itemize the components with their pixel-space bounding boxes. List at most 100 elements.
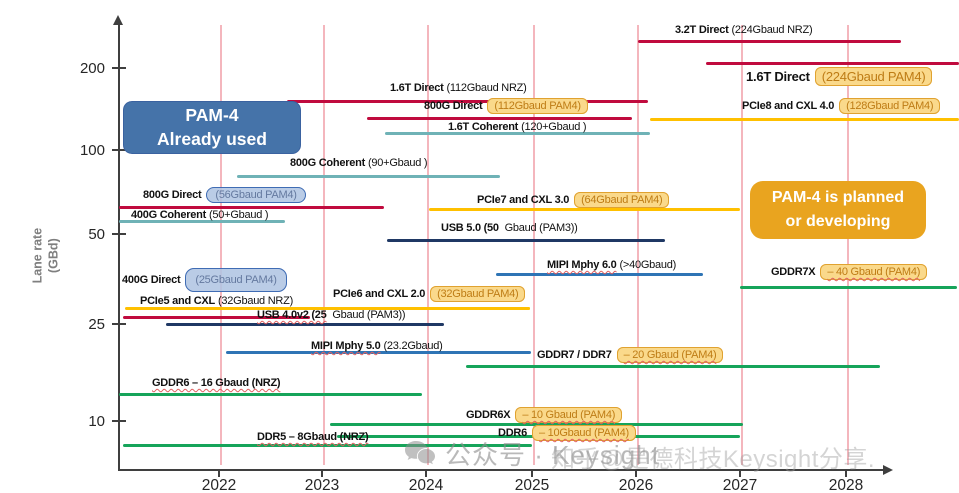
series-line-gddr6x [330,423,743,426]
series-line-gddr7x [740,286,957,289]
series-name-t16-direct-112g-nrz: 1.6T Direct [390,82,444,94]
series-line-gddr7-ddr7 [466,365,880,368]
series-label-t16-coherent: 1.6T Coherent (120+Gbaud ) [448,121,587,134]
year-gridline-2027 [741,25,743,465]
year-gridline-2023 [323,25,325,465]
series-value-s400-direct-25g-pam4: (25Gbaud PAM4) [185,268,287,292]
series-value-s800-direct-56g-pam4: (56Gbaud PAM4) [206,187,306,203]
series-value-s400-coherent: (50+Gbaud ) [209,209,269,221]
series-value-usb5: Gbaud (PAM3)) [501,222,578,234]
x-tick-mark-2028 [845,470,847,477]
x-tick-mark-2026 [635,470,637,477]
series-name-s800-coherent: 800G Coherent [290,157,365,169]
series-label-gddr7x: GDDR7X – 40 Gbaud (PAM4) [771,264,928,280]
year-gridline-2028 [847,25,849,465]
series-name-s800-direct-112g-pam4: 800G Direct [424,100,483,112]
series-name-t16-coherent: 1.6T Coherent [448,121,519,133]
callout-planned-line1: PAM-4 is planned [771,189,905,206]
series-line-mipi-mphy-5 [226,351,531,354]
series-label-mipi-mphy-5: MIPI Mphy 5.0 (23.2Gbaud) [311,340,443,353]
series-line-mipi-mphy-6 [496,273,703,276]
x-tick-mark-2025 [531,470,533,477]
series-line-usb5 [387,239,665,242]
year-gridline-2025 [533,25,535,465]
x-axis-arrow [883,465,893,475]
y-tick-mark-50 [112,233,126,235]
series-label-s800-direct-112g-pam4: 800G Direct (112Gbaud PAM4) [424,98,588,114]
series-line-pcie8-cxl40 [650,118,959,121]
y-tick-label-100: 100 [79,142,105,159]
series-name-gddr7x: GDDR7X [771,266,816,278]
series-line-t16-coherent [385,132,650,135]
series-name-pcie6-cxl20: PCIe6 and CXL 2.0 [333,288,426,300]
series-line-t16-direct-112g-nrz [287,100,648,103]
series-value-mipi-mphy-6: (>40Gbaud) [619,259,677,271]
series-name-ddr6: DDR6 [498,427,527,439]
series-label-usb5: USB 5.0 (50 Gbaud (PAM3)) [441,222,578,235]
series-value-pcie6-cxl20: (32Gbaud PAM4) [430,286,526,302]
series-value-ddr6: – 10Gbaud (PAM4) [531,425,636,441]
series-value-mipi-mphy-5: (23.2Gbaud) [383,340,443,352]
series-label-ddr6: DDR6 – 10Gbaud (PAM4) [498,425,636,441]
series-value-gddr7x: – 40 Gbaud (PAM4) [820,264,928,280]
y-tick-label-10: 10 [88,413,105,430]
y-tick-label-50: 50 [88,226,105,243]
series-label-t16-direct-224g-pam4: 1.6T Direct (224Gbaud PAM4) [746,67,933,86]
series-name-ddr5: DDR5 – 8Gbaud (NRZ) [257,431,369,443]
y-tick-mark-10 [112,420,126,422]
x-tick-mark-2023 [321,470,323,477]
series-value-pcie5-cxl: (32Gbaud NRZ) [218,295,294,307]
series-line-t16-direct-224g-pam4 [706,62,959,65]
year-gridline-2024 [427,25,429,465]
series-line-s800-coherent [237,175,500,178]
y-axis-title-line2: (GBd) [46,238,60,273]
y-axis-title: Lane rate (GBd) [30,196,61,316]
x-tick-label-2028: 2028 [828,477,864,493]
series-line-ddr5 [123,444,532,447]
year-gridline-2022 [220,25,222,465]
series-label-s800-direct-56g-pam4: 800G Direct (56Gbaud PAM4) [143,187,306,203]
series-name-mipi-mphy-6: MIPI Mphy 6.0 [547,259,617,271]
series-label-mipi-mphy-6: MIPI Mphy 6.0 (>40Gbaud) [547,259,676,272]
callout-used-line1: PAM-4 [185,104,239,125]
series-line-s400-coherent [119,220,285,223]
series-label-ddr5: DDR5 – 8Gbaud (NRZ) [257,431,369,444]
y-tick-label-25: 25 [88,316,105,333]
x-tick-mark-2024 [425,470,427,477]
series-name-s400-direct-25g-pam4: 400G Direct [122,274,181,286]
series-value-usb4v2: Gbaud (PAM3)) [329,309,406,321]
series-label-usb4v2: USB 4.0v2 (25 Gbaud (PAM3)) [257,309,406,322]
series-line-s800-direct-56g-pam4 [119,206,384,209]
callout-used-line2: Already used [157,128,267,149]
x-tick-label-2024: 2024 [408,477,444,493]
y-tick-label-200: 200 [79,60,105,77]
callout-planned-line2: or developing [785,213,891,230]
y-tick-mark-100 [112,149,126,151]
series-value-gddr6x: – 10 Gbaud (PAM4) [515,407,623,423]
x-tick-label-2023: 2023 [304,477,340,493]
series-value-s800-coherent: (90+Gbaud ) [368,157,428,169]
callout-pam4-planned: PAM-4 is planned or developing [750,181,926,239]
y-axis-arrow [113,15,123,25]
series-line-pcie6-cxl20 [333,307,530,310]
series-label-pcie8-cxl40: PCIe8 and CXL 4.0 (128Gbaud PAM4) [742,98,941,114]
series-line-s800-direct-112g-pam4 [367,117,632,120]
y-tick-mark-25 [112,323,126,325]
callout-pam4-already-used: PAM-4 Already used [123,101,301,154]
series-label-t16-direct-112g-nrz: 1.6T Direct (112Gbaud NRZ) [390,82,527,95]
series-line-gddr6 [119,393,422,396]
series-label-t32-direct-224g-nrz: 3.2T Direct (224Gbaud NRZ) [675,24,813,37]
series-name-t32-direct-224g-nrz: 3.2T Direct [675,24,729,36]
x-axis-line [118,469,883,471]
series-value-t32-direct-224g-nrz: (224Gbaud NRZ) [731,24,813,36]
x-tick-mark-2022 [218,470,220,477]
series-label-pcie6-cxl20: PCIe6 and CXL 2.0 (32Gbaud PAM4) [333,286,526,302]
x-tick-label-2026: 2026 [618,477,654,493]
series-value-s800-direct-112g-pam4: (112Gbaud PAM4) [487,98,588,114]
series-name-gddr6: GDDR6 – 16 Gbaud (NRZ) [152,377,281,389]
series-label-s400-coherent: 400G Coherent (50+Gbaud ) [131,209,269,222]
series-name-pcie5-cxl: PCIe5 and CXL [140,295,215,307]
series-name-usb5: USB 5.0 (50 [441,222,499,234]
series-name-s400-coherent: 400G Coherent [131,209,206,221]
